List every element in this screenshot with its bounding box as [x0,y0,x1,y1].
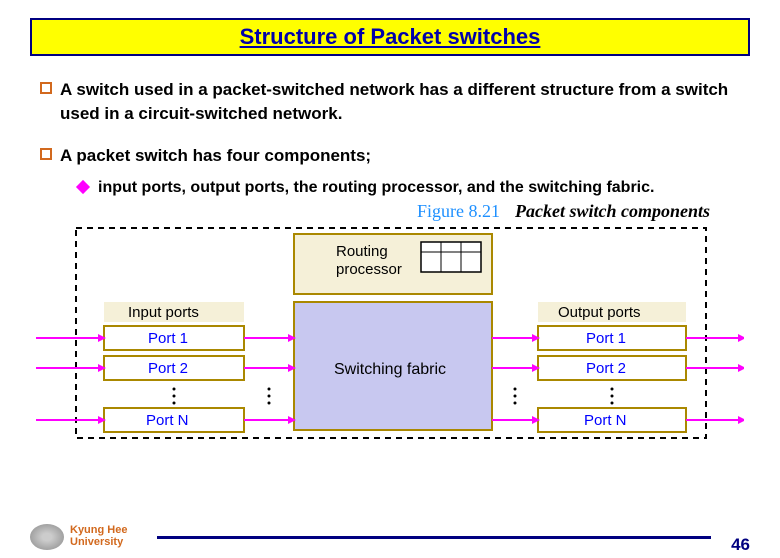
content-area: A switch used in a packet-switched netwo… [0,56,780,222]
input-label: Input ports [128,304,199,321]
diagram-svg: Routing processor Switching fabric Input… [36,224,744,442]
input-port-1-text: Port 1 [148,330,188,347]
sub-bullet-1: input ports, output ports, the routing p… [78,177,740,199]
title-inner: Structure of Packet switches [32,20,748,54]
diagram: Routing processor Switching fabric Input… [36,224,744,442]
input-port-2-text: Port 2 [148,360,188,377]
output-port-1-text: Port 1 [586,330,626,347]
bullet-2: A packet switch has four components; [40,144,740,168]
diamond-bullet-icon [76,180,90,194]
figure-caption: Figure 8.21 Packet switch components [40,201,710,222]
page-number: 46 [731,535,750,555]
footer-divider [157,536,711,539]
square-bullet-icon [40,148,52,160]
bullet-2-text: A packet switch has four components; [60,144,371,168]
output-label: Output ports [558,304,641,321]
university-name: Kyung Hee University [70,525,127,548]
table-icon [421,242,481,272]
bullet-1: A switch used in a packet-switched netwo… [40,78,740,126]
footer: Kyung Hee University 46 [0,524,780,550]
square-bullet-icon [40,82,52,94]
page-title: Structure of Packet switches [240,24,541,49]
output-port-n-text: Port N [584,412,627,429]
title-bar: Structure of Packet switches [30,18,750,56]
routing-label-1: Routing [336,243,388,260]
bullet-1-text: A switch used in a packet-switched netwo… [60,78,740,126]
uni-line-2: University [70,537,127,549]
input-port-n-text: Port N [146,412,189,429]
sub-bullet-1-text: input ports, output ports, the routing p… [98,177,654,199]
figure-number: Figure 8.21 [417,201,500,221]
logo-icon [30,524,64,550]
figure-title: Packet switch components [515,201,710,221]
input-ellipsis-icon [173,387,271,404]
output-port-2-text: Port 2 [586,360,626,377]
routing-label-2: processor [336,261,402,278]
fabric-label: Switching fabric [334,361,446,378]
output-ellipsis-icon [514,387,614,404]
